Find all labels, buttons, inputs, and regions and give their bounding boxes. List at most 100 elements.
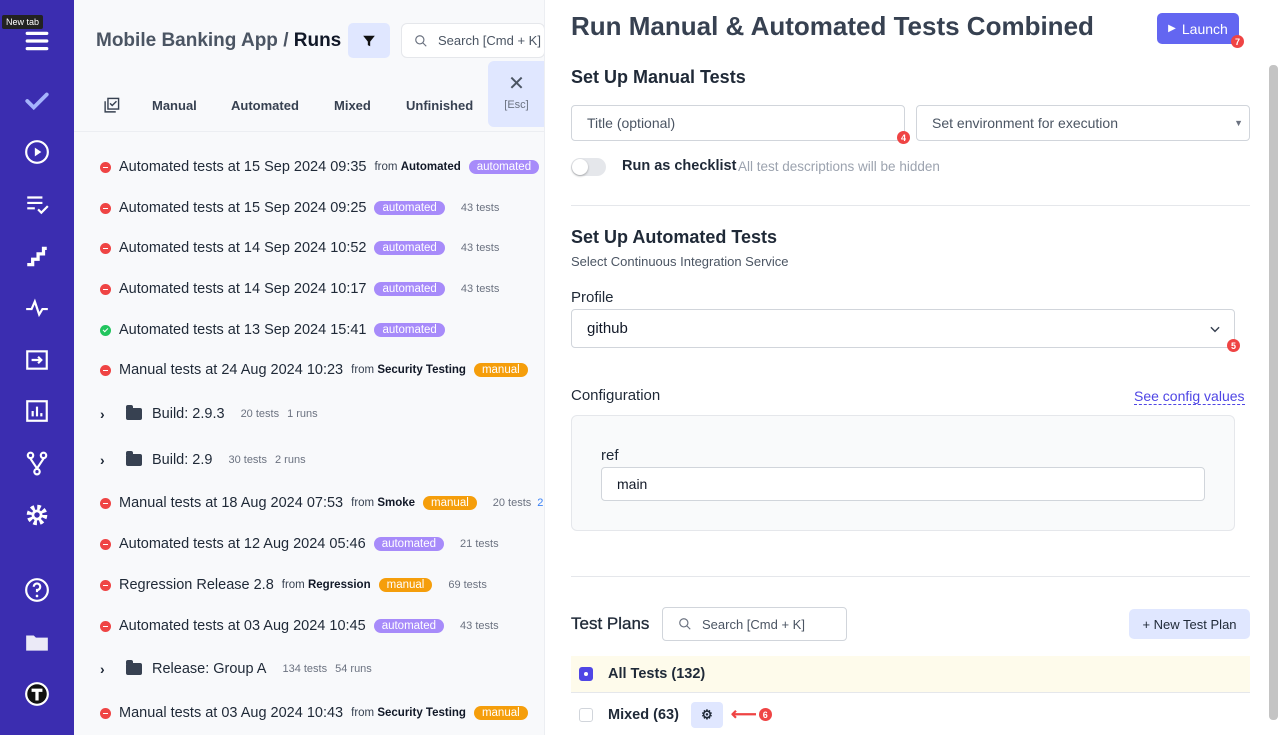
run-item[interactable]: Manual tests at 24 Aug 2024 10:23 from Se…	[100, 360, 544, 380]
tab-automated[interactable]: Automated	[231, 98, 299, 113]
divider	[74, 131, 544, 132]
runs-search-input[interactable]: Search [Cmd + K]	[401, 23, 544, 58]
run-item[interactable]: Automated tests at 03 Aug 2024 10:45 auto…	[100, 616, 499, 636]
run-type-badge: automated	[373, 619, 445, 633]
run-item[interactable]: Automated tests at 12 Aug 2024 05:46 auto…	[100, 534, 499, 554]
marker-7: 7	[1231, 35, 1244, 48]
run-item[interactable]: Automated tests at 15 Sep 2024 09:25 auto…	[100, 198, 499, 218]
failed-status-icon	[100, 620, 111, 632]
close-icon: ✕	[508, 73, 525, 95]
run-title: Automated tests at 15 Sep 2024 09:25	[119, 200, 367, 216]
chevron-right-icon[interactable]: ›	[100, 452, 105, 468]
group-tests: 20 tests	[240, 408, 280, 420]
plan-row-mixed[interactable]: Mixed (63) ⚙ ⟵ 6	[571, 696, 1250, 733]
run-type-badge: automated	[468, 160, 540, 174]
run-item[interactable]: Automated tests at 13 Sep 2024 15:41 auto…	[100, 320, 445, 340]
run-title: Automated tests at 12 Aug 2024 05:46	[119, 536, 366, 552]
tab-manual[interactable]: Manual	[152, 98, 197, 113]
run-tests-count: 20 tests	[492, 497, 532, 509]
run-tests-count: 43 tests	[460, 242, 500, 254]
import-icon[interactable]	[22, 345, 52, 375]
group-tests: 30 tests	[228, 454, 267, 466]
check-icon[interactable]	[22, 86, 52, 116]
page-title: Run Manual & Automated Tests Combined	[571, 11, 1094, 41]
breadcrumb-project[interactable]: Mobile Banking App	[96, 30, 278, 51]
folder-icon	[126, 660, 142, 675]
branch-icon[interactable]	[22, 448, 52, 478]
plans-search-input[interactable]: Search [Cmd + K]	[662, 607, 847, 641]
run-item[interactable]: Manual tests at 03 Aug 2024 10:43 from Se…	[100, 703, 544, 723]
tab-mixed[interactable]: Mixed	[334, 98, 371, 113]
run-title: Manual tests at 24 Aug 2024 10:23	[119, 362, 344, 378]
gear-icon[interactable]	[22, 500, 52, 530]
chevron-right-icon[interactable]: ›	[100, 661, 105, 677]
chart-icon[interactable]	[22, 396, 52, 426]
logo-icon[interactable]	[22, 679, 52, 709]
run-item[interactable]: Automated tests at 14 Sep 2024 10:17 auto…	[100, 279, 499, 299]
launch-button[interactable]: ▶ Launch	[1157, 13, 1239, 44]
profile-select[interactable]: github	[571, 309, 1235, 348]
search-placeholder: Search [Cmd + K]	[438, 33, 541, 48]
run-tests-count: 69 tests	[448, 579, 487, 591]
see-config-link[interactable]: See config values	[1134, 388, 1245, 405]
manual-heading: Set Up Manual Tests	[571, 67, 746, 87]
plan-settings-button[interactable]: ⚙	[690, 701, 723, 728]
breadcrumb: Mobile Banking App / Runs	[96, 30, 341, 52]
chevron-right-icon[interactable]: ›	[100, 406, 105, 422]
play-icon[interactable]	[22, 137, 52, 167]
from-label: from	[351, 707, 375, 719]
run-group[interactable]: › Release: Group A 134 tests 54 runs	[100, 659, 372, 679]
close-button[interactable]: ✕ [Esc]	[488, 61, 544, 127]
source-name: Regression	[307, 579, 371, 591]
run-tests-count: 43 tests	[460, 202, 500, 214]
tab-unfinished[interactable]: Unfinished	[406, 98, 474, 113]
run-source: from Automated	[374, 161, 460, 173]
menu-icon[interactable]	[22, 26, 52, 56]
scrollbar[interactable]	[1269, 65, 1278, 720]
caret-down-icon: ▼	[1234, 118, 1243, 128]
search-icon	[679, 618, 691, 630]
sidebar: New tab	[0, 0, 74, 735]
ref-input[interactable]: main	[601, 467, 1205, 501]
run-item[interactable]: Regression Release 2.8 from Regression man…	[100, 575, 487, 595]
filter-button[interactable]	[348, 23, 390, 58]
folder-icon	[126, 451, 142, 466]
run-type-badge: automated	[374, 323, 445, 337]
list-check-icon[interactable]	[22, 189, 52, 219]
run-title: Automated tests at 14 Sep 2024 10:52	[119, 240, 367, 256]
plans-search-placeholder: Search [Cmd + K]	[702, 616, 805, 632]
plan-checkbox[interactable]	[579, 707, 593, 722]
run-item[interactable]: Manual tests at 18 Aug 2024 07:53 from Sm…	[100, 493, 544, 513]
runs-panel: Mobile Banking App / Runs Search [Cmd + …	[74, 0, 545, 735]
failed-status-icon	[100, 707, 111, 719]
run-group[interactable]: › Build: 2.9 30 tests 2 runs	[100, 450, 306, 470]
run-source: from Security Testing	[351, 364, 466, 376]
folder-icon	[126, 405, 142, 420]
run-title: Automated tests at 14 Sep 2024 10:17	[119, 281, 367, 297]
select-all-icon[interactable]	[103, 97, 120, 114]
new-test-plan-button[interactable]: + New Test Plan	[1129, 609, 1250, 639]
run-link[interactable]: 2 (	[537, 497, 544, 509]
plan-row-all-tests[interactable]: All Tests (132)	[571, 656, 1250, 693]
plan-checkbox[interactable]	[579, 667, 593, 681]
run-group[interactable]: › Build: 2.9.3 20 tests 1 runs	[100, 404, 318, 424]
title-input[interactable]: Title (optional)	[571, 105, 905, 141]
steps-icon[interactable]	[22, 241, 52, 271]
group-runs: 2 runs	[275, 454, 306, 466]
group-runs: 1 runs	[287, 408, 318, 420]
pulse-icon[interactable]	[22, 293, 52, 323]
checklist-toggle[interactable]	[571, 158, 606, 176]
run-type-badge: manual	[423, 496, 477, 510]
run-title: Automated tests at 13 Sep 2024 15:41	[119, 322, 367, 338]
marker-6: 6	[758, 708, 772, 721]
help-icon[interactable]	[22, 575, 52, 605]
checklist-hint: All test descriptions will be hidden	[738, 159, 940, 174]
failed-status-icon	[100, 364, 111, 376]
folder-icon[interactable]	[22, 627, 52, 657]
run-title: Automated tests at 15 Sep 2024 09:35	[119, 159, 367, 175]
environment-select[interactable]: Set environment for execution ▼	[916, 105, 1250, 141]
run-item[interactable]: Automated tests at 14 Sep 2024 10:52 auto…	[100, 238, 499, 258]
run-type-badge: manual	[378, 578, 433, 592]
run-item[interactable]: Automated tests at 15 Sep 2024 09:35 from…	[100, 157, 540, 177]
ref-value: main	[617, 476, 648, 492]
